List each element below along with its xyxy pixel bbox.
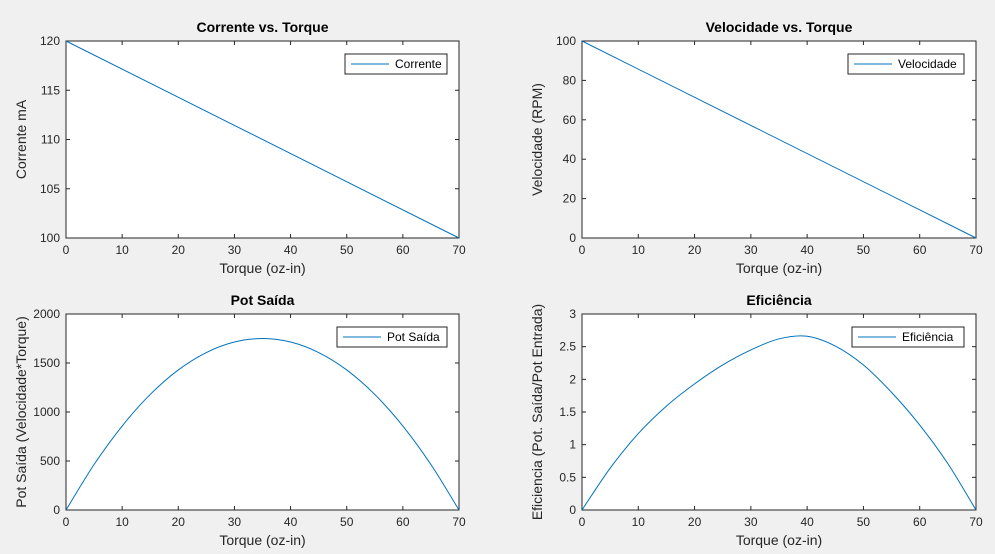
y-tick-label: 2000 [33,307,60,321]
legend-box [344,53,448,75]
x-tick-label: 30 [744,515,758,529]
y-tick-label: 2 [569,372,576,386]
y-tick-label: 40 [563,152,577,166]
x-tick-label: 30 [228,243,242,257]
y-tick-label: 60 [563,113,577,127]
subplot-2: 0 10 20 30 40 50 60 70 0 20 40 60 80 100 Velocidade vs… [529,19,983,276]
x-tick-label: 60 [396,243,410,257]
y-tick-label: 1000 [33,405,60,419]
x-tick-label: 0 [579,515,586,529]
x-tick-label: 10 [632,243,646,257]
x-tick-label: 70 [452,243,466,257]
legend-label: Eficiência [902,330,954,344]
x-tick-label: 40 [284,515,298,529]
y-tick-label: 105 [40,182,60,196]
series-line-eficiência [581,335,977,511]
x-axis-label: Torque (oz-in) [219,532,305,548]
y-tick-label: 20 [563,192,577,206]
x-tick-label: 0 [579,243,586,257]
y-tick-label: 2.5 [559,340,576,354]
y-tick-label: 0 [569,231,576,245]
y-tick-label: 120 [40,34,60,48]
x-tick-label: 0 [63,515,70,529]
y-tick-label: 1 [569,438,576,452]
x-tick-label: 0 [63,243,70,257]
x-tick-label: 50 [340,243,354,257]
x-tick-label: 20 [688,515,702,529]
x-tick-label: 70 [452,515,466,529]
legend-label: Pot Saída [387,330,440,344]
y-tick-label: 100 [40,231,60,245]
x-tick-label: 40 [284,243,298,257]
y-tick-label: 0 [53,503,60,517]
legend-label: Velocidade [898,57,957,71]
legend: Velocidade [847,53,965,75]
x-tick-label: 40 [800,243,814,257]
x-tick-label: 50 [857,515,871,529]
legend-box [336,326,448,348]
y-tick-label: 1500 [33,356,60,370]
x-tick-label: 60 [913,515,927,529]
x-tick-label: 40 [800,515,814,529]
chart-title: Eficiência [746,292,812,308]
x-tick-label: 60 [913,243,927,257]
y-tick-label: 115 [41,83,60,97]
x-axis-label: Torque (oz-in) [736,260,822,276]
legend: Corrente [344,53,448,75]
x-tick-label: 20 [172,515,186,529]
x-tick-label: 10 [632,515,646,529]
x-tick-label: 20 [172,243,186,257]
x-tick-label: 70 [969,243,983,257]
chart-title: Velocidade vs. Torque [706,19,853,35]
y-axis-label: Eficiencia (Pot. Saída/Pot Entrada) [529,304,545,520]
x-tick-label: 10 [115,243,129,257]
y-tick-label: 80 [563,73,577,87]
x-tick-label: 70 [969,515,983,529]
legend: Eficiência [851,326,965,348]
y-tick-label: 500 [40,454,60,468]
y-axis-label: Pot Saída (Velocidade*Torque) [13,316,29,507]
x-tick-label: 50 [857,243,871,257]
x-tick-label: 30 [228,515,242,529]
legend-label: Corrente [395,57,442,71]
y-tick-label: 110 [41,133,60,147]
x-axis-label: Torque (oz-in) [219,260,305,276]
y-tick-label: 100 [556,34,576,48]
y-axis-label: Velocidade (RPM) [529,83,545,196]
subplot-4: 0 10 20 30 40 50 60 70 0 0.5 1 1.5 2 2.5 3 Eficiência To… [529,292,983,548]
x-tick-label: 20 [688,243,702,257]
x-tick-label: 50 [340,515,354,529]
x-tick-label: 30 [744,243,758,257]
subplot-3: 0 10 20 30 40 50 60 70 0 500 1000 1500 2000 Pot Saída… [13,292,466,548]
chart-title: Corrente vs. Torque [197,19,329,35]
y-axis-label: Corrente mA [13,99,29,179]
y-tick-label: 0.5 [559,470,576,484]
x-tick-label: 10 [115,515,129,529]
legend: Pot Saída [336,326,448,348]
x-axis-label: Torque (oz-in) [736,532,822,548]
subplot-1: 0 10 20 30 40 50 60 70 100 105 110 115 120 Corrente v… [13,19,466,276]
y-tick-label: 0 [569,503,576,517]
y-tick-label: 1.5 [559,405,576,419]
legend-box [851,326,965,348]
series-line-velocidade [581,40,977,239]
chart-title: Pot Saída [231,292,295,308]
y-tick-label: 3 [569,307,576,321]
legend-box [847,53,965,75]
x-tick-label: 60 [396,515,410,529]
series-line-pot-saída [65,337,460,511]
series-line-corrente [65,40,460,239]
